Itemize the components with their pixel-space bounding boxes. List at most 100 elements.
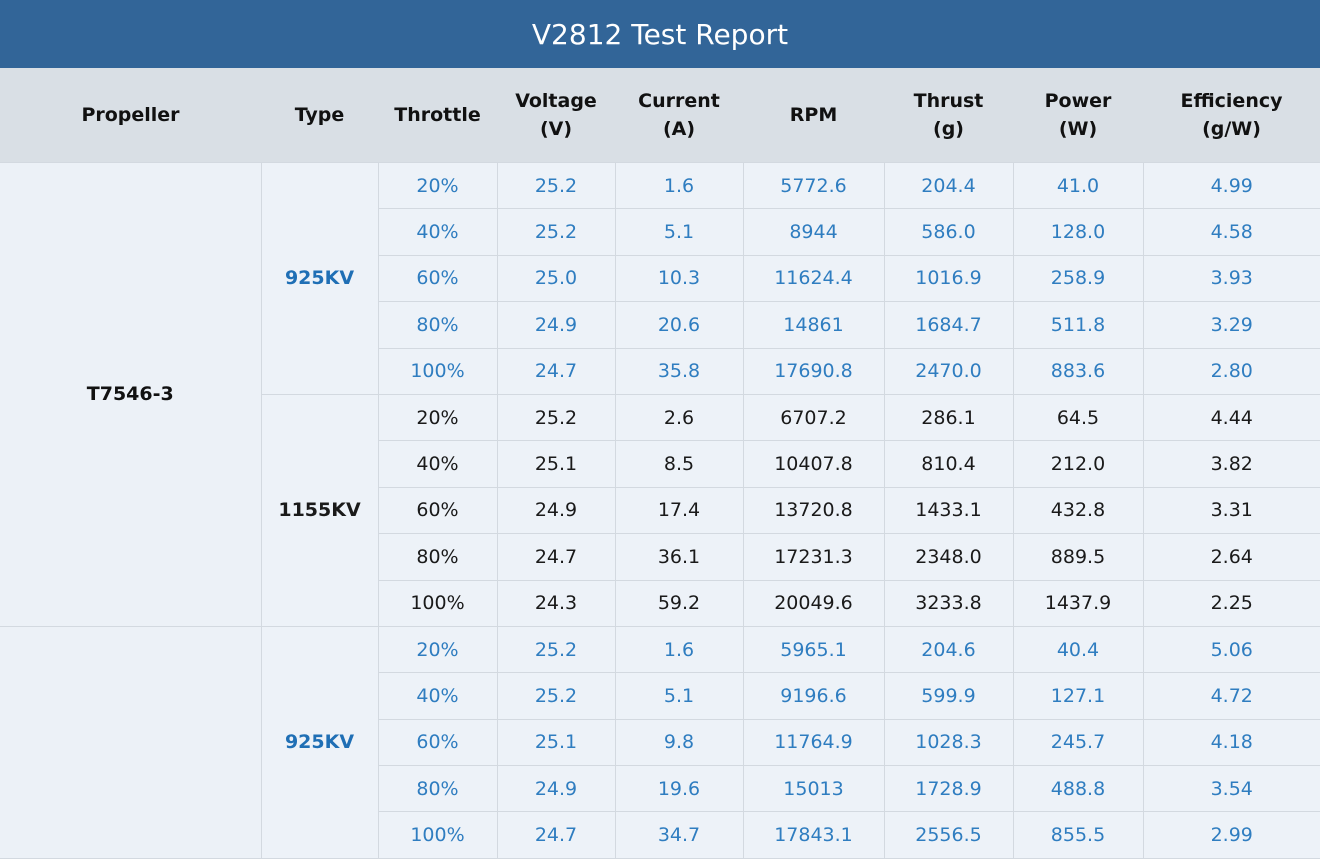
throttle-cell: 40%: [377, 440, 498, 488]
throttle-cell: 100%: [377, 347, 498, 395]
rpm-cell: 5772.6: [742, 161, 885, 210]
column-header-current: Current (A): [615, 68, 743, 163]
report-title: V2812 Test Report: [0, 0, 1320, 68]
efficiency-cell: 2.80: [1142, 347, 1320, 395]
efficiency-cell: 4.44: [1142, 393, 1320, 442]
throttle-cell: 60%: [377, 486, 498, 535]
rpm-cell: 9196.6: [742, 672, 885, 720]
test-report-table: Propeller Type Throttle Voltage (V) Current …: [0, 68, 1320, 859]
column-header-efficiency: Efficiency (g/W): [1143, 68, 1320, 163]
voltage-cell: 25.2: [496, 161, 616, 210]
current-cell: 19.6: [614, 765, 744, 813]
table-row: 925KV 20% 25.2 1.6 5965.1 204.6 40.4 5.06: [0, 625, 1320, 859]
rpm-cell: 13720.8: [742, 486, 885, 535]
thrust-cell: 2470.0: [883, 347, 1014, 395]
efficiency-cell: 3.82: [1142, 440, 1320, 488]
current-cell: 1.6: [614, 625, 744, 674]
current-cell: 35.8: [614, 347, 744, 395]
power-cell: 1437.9: [1012, 579, 1144, 627]
rpm-cell: 17231.3: [742, 533, 885, 581]
rpm-cell: 17843.1: [742, 811, 885, 859]
table-row: 60% 24.9 17.4 13720.8 1433.1 432.8 3.31: [0, 486, 1320, 535]
throttle-cell: 40%: [377, 672, 498, 720]
efficiency-cell: 3.29: [1142, 301, 1320, 349]
voltage-cell: 25.2: [496, 208, 616, 256]
thrust-cell: 286.1: [883, 393, 1014, 442]
rpm-cell: 17690.8: [742, 347, 885, 395]
power-cell: 883.6: [1012, 347, 1144, 395]
thrust-cell: 1684.7: [883, 301, 1014, 349]
thrust-cell: 810.4: [883, 440, 1014, 488]
throttle-cell: 100%: [377, 811, 498, 859]
rpm-cell: 6707.2: [742, 393, 885, 442]
rpm-cell: 5965.1: [742, 625, 885, 674]
power-cell: 245.7: [1012, 718, 1144, 767]
voltage-cell: 25.2: [496, 625, 616, 674]
power-cell: 212.0: [1012, 440, 1144, 488]
thrust-cell: 1728.9: [883, 765, 1014, 813]
voltage-cell: 24.9: [496, 486, 616, 535]
table-row: 60% 25.1 9.8 11764.9 1028.3 245.7 4.18: [0, 718, 1320, 767]
table-row: 40% 25.2 5.1 8944 586.0 128.0 4.58: [0, 208, 1320, 256]
current-cell: 10.3: [614, 254, 744, 303]
table-row: 80% 24.9 19.6 15013 1728.9 488.8 3.54: [0, 765, 1320, 813]
power-cell: 855.5: [1012, 811, 1144, 859]
table-row: 100% 24.7 34.7 17843.1 2556.5 855.5 2.99: [0, 811, 1320, 859]
rpm-cell: 11764.9: [742, 718, 885, 767]
current-cell: 1.6: [614, 161, 744, 210]
column-header-thrust: Thrust (g): [884, 68, 1013, 163]
header-row: Propeller Type Throttle Voltage (V) Current …: [0, 68, 1320, 163]
current-cell: 5.1: [614, 672, 744, 720]
throttle-cell: 80%: [377, 765, 498, 813]
current-cell: 5.1: [614, 208, 744, 256]
power-cell: 511.8: [1012, 301, 1144, 349]
throttle-cell: 40%: [377, 208, 498, 256]
column-header-rpm: RPM: [743, 68, 884, 163]
efficiency-cell: 3.54: [1142, 765, 1320, 813]
throttle-cell: 80%: [377, 533, 498, 581]
thrust-cell: 586.0: [883, 208, 1014, 256]
current-cell: 2.6: [614, 393, 744, 442]
current-cell: 9.8: [614, 718, 744, 767]
efficiency-cell: 3.31: [1142, 486, 1320, 535]
throttle-cell: 80%: [377, 301, 498, 349]
voltage-cell: 25.0: [496, 254, 616, 303]
power-cell: 432.8: [1012, 486, 1144, 535]
voltage-cell: 24.7: [496, 347, 616, 395]
power-cell: 488.8: [1012, 765, 1144, 813]
voltage-cell: 24.9: [496, 301, 616, 349]
thrust-cell: 204.4: [883, 161, 1014, 210]
efficiency-cell: 3.93: [1142, 254, 1320, 303]
thrust-cell: 599.9: [883, 672, 1014, 720]
motor-type-cell: 1155KV: [260, 393, 379, 627]
current-cell: 34.7: [614, 811, 744, 859]
power-cell: 64.5: [1012, 393, 1144, 442]
motor-type-cell: 925KV: [260, 162, 379, 395]
throttle-cell: 20%: [377, 393, 498, 442]
rpm-cell: 10407.8: [742, 440, 885, 488]
column-header-power: Power (W): [1013, 68, 1143, 163]
voltage-cell: 25.1: [496, 440, 616, 488]
column-header-type: Type: [261, 68, 378, 163]
throttle-cell: 20%: [377, 161, 498, 210]
thrust-cell: 1016.9: [883, 254, 1014, 303]
power-cell: 258.9: [1012, 254, 1144, 303]
efficiency-cell: 4.58: [1142, 208, 1320, 256]
table-row: 40% 25.2 5.1 9196.6 599.9 127.1 4.72: [0, 672, 1320, 720]
power-cell: 41.0: [1012, 161, 1144, 210]
rpm-cell: 11624.4: [742, 254, 885, 303]
rpm-cell: 15013: [742, 765, 885, 813]
voltage-cell: 25.2: [496, 393, 616, 442]
thrust-cell: 1433.1: [883, 486, 1014, 535]
rpm-cell: 8944: [742, 208, 885, 256]
thrust-cell: 2348.0: [883, 533, 1014, 581]
voltage-cell: 25.1: [496, 718, 616, 767]
power-cell: 40.4: [1012, 625, 1144, 674]
motor-type-cell: 925KV: [260, 625, 379, 859]
table-row: 1155KV 20% 25.2 2.6 6707.2 286.1 64.5 4.44: [0, 393, 1320, 627]
voltage-cell: 24.7: [496, 533, 616, 581]
table-row: 100% 24.3 59.2 20049.6 3233.8 1437.9 2.25: [0, 579, 1320, 627]
table-row: 80% 24.9 20.6 14861 1684.7 511.8 3.29: [0, 301, 1320, 349]
propeller-cell: T7546-3: [0, 162, 262, 627]
column-header-throttle: Throttle: [378, 68, 497, 163]
